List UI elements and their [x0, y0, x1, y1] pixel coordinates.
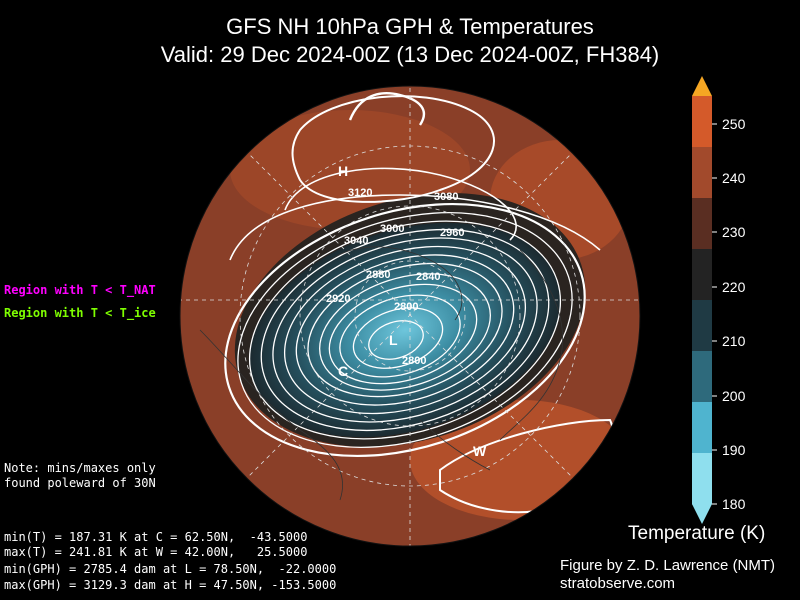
- note-line-2: found poleward of 30N: [4, 476, 156, 490]
- stat-min-temperature: min(T) = 187.31 K at C = 62.50N, -43.500…: [4, 530, 308, 544]
- colorbar-tick-190: 190: [722, 442, 746, 458]
- colorbar-step: [692, 147, 712, 173]
- colorbar-step: [692, 300, 712, 326]
- map-disc: [180, 86, 640, 546]
- colorbar-step: [692, 121, 712, 148]
- colorbar-step: [692, 325, 712, 352]
- colorbar-step: [692, 351, 712, 377]
- colorbar-steps: [692, 96, 712, 505]
- contour-label-2880: 2880: [366, 269, 390, 281]
- colorbar-step: [692, 274, 712, 301]
- colorbar-step: [692, 478, 712, 505]
- colorbar-tick-200: 200: [722, 388, 746, 404]
- colorbar-step: [692, 223, 712, 250]
- colorbar-tick-210: 210: [722, 333, 746, 349]
- colorbar-step: [692, 376, 712, 403]
- contour-label-3000: 3000: [380, 223, 404, 235]
- colorbar-step: [692, 249, 712, 275]
- coastlines: [199, 246, 563, 501]
- legend-nat: Region with T < T_NAT: [4, 283, 156, 297]
- contour-label-3080: 3080: [434, 191, 458, 203]
- colorbar-step: [692, 198, 712, 224]
- chart-title: GFS NH 10hPa GPH & Temperatures: [226, 14, 594, 39]
- contour-label-3120: 3120: [348, 187, 372, 199]
- colorbar-step: [692, 172, 712, 199]
- contour-label-2800b: 2800: [402, 355, 426, 367]
- colorbar-step: [692, 427, 712, 454]
- colorbar-top-arrow: [692, 76, 712, 96]
- low-marker: L: [389, 332, 398, 348]
- colorbar-tick-240: 240: [722, 170, 746, 186]
- warm-marker: W: [473, 443, 487, 459]
- contour-label-3040: 3040: [344, 235, 368, 247]
- colorbar-bottom-arrow: [692, 504, 712, 524]
- graticule: [180, 86, 640, 546]
- colorbar-tick-220: 220: [722, 279, 746, 295]
- contour-label-2840: 2840: [416, 271, 440, 283]
- colorbar-step: [692, 96, 712, 122]
- colorbar-tick-250: 250: [722, 116, 746, 132]
- colorbar-tick-180: 180: [722, 496, 746, 512]
- cold-marker: C: [338, 363, 348, 379]
- gph-contours: [224, 92, 614, 514]
- colorbar-step: [692, 402, 712, 428]
- legend-ice: Region with T < T_ice: [4, 306, 156, 320]
- credit-website: stratobserve.com: [560, 575, 676, 592]
- map-border: [179, 85, 641, 547]
- note-line-1: Note: mins/maxes only: [4, 461, 156, 475]
- stat-min-gph: min(GPH) = 2785.4 dam at L = 78.50N, -22…: [4, 562, 337, 576]
- contour-label-2920: 2920: [326, 293, 350, 305]
- chart-subtitle: Valid: 29 Dec 2024-00Z (13 Dec 2024-00Z,…: [160, 42, 660, 67]
- contour-label-2960: 2960: [440, 227, 464, 239]
- colorbar-tick-230: 230: [722, 224, 746, 240]
- high-marker: H: [338, 163, 348, 179]
- contour-label-2800a: 2800: [394, 301, 418, 313]
- credit-author: Figure by Z. D. Lawrence (NMT): [560, 557, 776, 574]
- stat-max-gph: max(GPH) = 3129.3 dam at H = 47.50N, -15…: [4, 578, 337, 592]
- colorbar-step: [692, 453, 712, 479]
- colorbar-label: Temperature (K): [628, 523, 766, 544]
- stat-max-temperature: max(T) = 241.81 K at W = 42.00N, 25.5000: [4, 545, 308, 559]
